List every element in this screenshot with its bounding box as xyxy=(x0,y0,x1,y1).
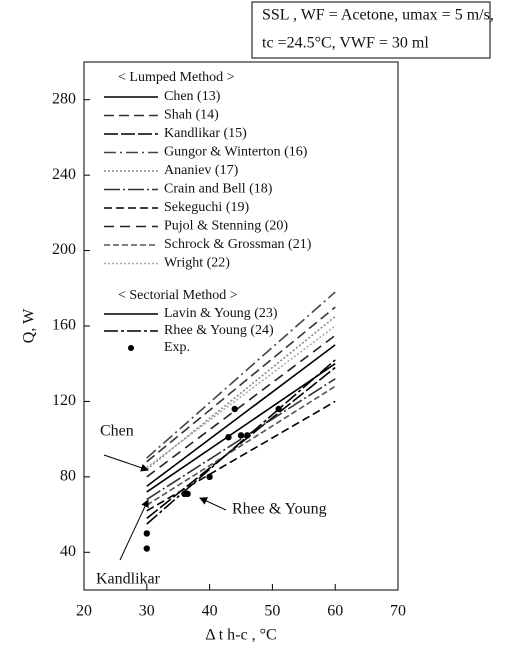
data-point xyxy=(206,473,213,481)
annotation-arrow xyxy=(199,497,227,511)
x-tick-label: 60 xyxy=(327,603,343,620)
legend-label: Lavin & Young (23) xyxy=(164,306,278,321)
y-tick-label: 40 xyxy=(60,543,76,560)
x-axis-label: Δ t h-c , °C xyxy=(205,627,276,644)
annotation-arrow xyxy=(103,454,149,472)
x-tick-label: 20 xyxy=(76,603,92,620)
legend-label: Wright (22) xyxy=(164,256,230,271)
data-point xyxy=(231,405,238,413)
y-tick-label: 200 xyxy=(52,241,76,258)
legend-label: Ananiev (17) xyxy=(164,163,239,178)
y-tick-label: 160 xyxy=(52,317,76,334)
legend-label: Exp. xyxy=(164,340,190,355)
series-line xyxy=(146,363,336,493)
series-line xyxy=(146,385,336,506)
data-point xyxy=(225,434,232,441)
y-tick-label: 280 xyxy=(52,90,76,107)
y-tick-label: 240 xyxy=(52,166,76,183)
title-box xyxy=(251,1,491,59)
x-tick-label: 50 xyxy=(264,603,280,620)
legend-label: Kandlikar (15) xyxy=(164,126,247,141)
data-point xyxy=(237,432,245,439)
series-line xyxy=(146,378,336,501)
series-line xyxy=(146,344,336,487)
data-point xyxy=(143,530,150,537)
legend-swatch xyxy=(128,345,134,351)
annotation: Rhee & Young xyxy=(232,501,327,518)
y-tick-label: 80 xyxy=(60,468,76,485)
y-tick-label: 120 xyxy=(52,392,76,409)
annotation: Chen xyxy=(100,423,134,440)
series-line xyxy=(146,306,336,463)
legend-label: Shah (14) xyxy=(164,108,219,123)
legend-label: Schrock & Grossman (21) xyxy=(164,237,312,252)
legend-label: Chen (13) xyxy=(164,89,221,104)
legend-header: < Lumped Method > xyxy=(118,70,235,85)
legend-label: Rhee & Young (24) xyxy=(164,323,274,338)
annotation-arrow xyxy=(119,499,149,561)
data-point xyxy=(184,490,191,498)
x-tick-label: 30 xyxy=(139,603,155,620)
legend-header: < Sectorial Method > xyxy=(118,288,238,303)
series-line xyxy=(146,315,336,470)
data-point xyxy=(244,432,251,439)
series-line xyxy=(146,334,336,478)
series-line xyxy=(146,291,336,459)
series-line xyxy=(146,325,336,469)
legend-label: Crain and Bell (18) xyxy=(164,182,273,197)
series-line xyxy=(146,400,336,512)
legend-label: Sekeguchi (19) xyxy=(164,200,249,215)
chart-title: SSL , WF = Acetone, umax = 5 m/s, xyxy=(262,7,494,24)
legend-label: Pujol & Stenning (20) xyxy=(164,219,288,234)
chart-title: tc =24.5°C, VWF = 30 ml xyxy=(262,35,429,52)
legend-label: Gungor & Winterton (16) xyxy=(164,145,308,160)
x-tick-label: 70 xyxy=(390,603,406,620)
annotation: Kandlikar xyxy=(96,571,161,588)
series-line xyxy=(146,359,336,525)
data-point xyxy=(275,405,282,413)
y-axis-label: Q, W xyxy=(21,308,38,343)
data-point xyxy=(143,545,150,552)
x-tick-label: 40 xyxy=(202,603,218,620)
